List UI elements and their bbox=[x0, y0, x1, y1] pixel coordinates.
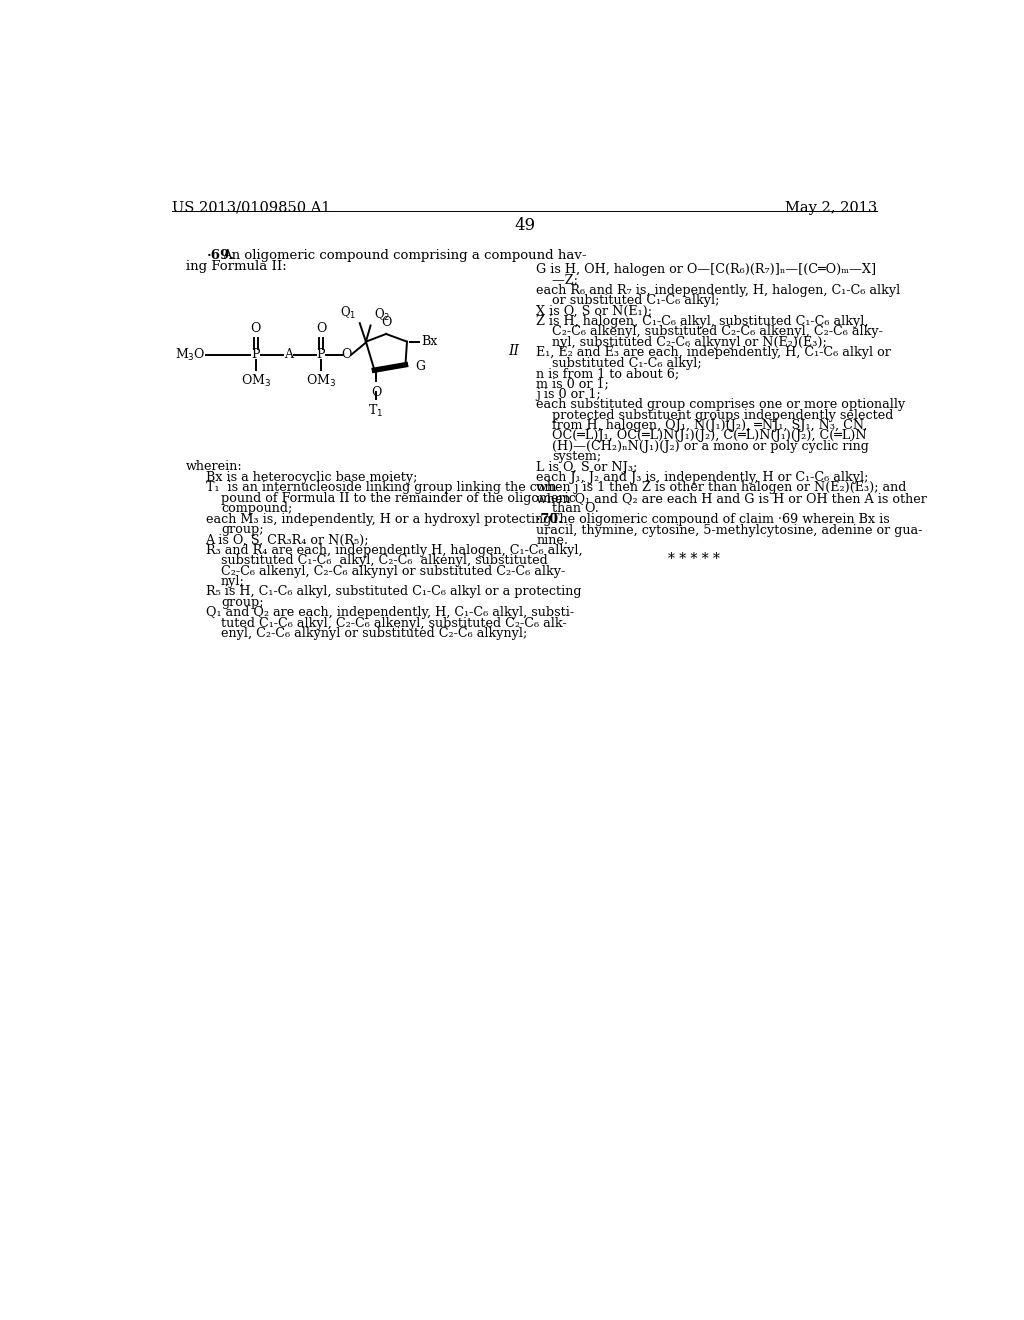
Text: II: II bbox=[508, 345, 519, 358]
Text: O: O bbox=[315, 322, 327, 335]
Text: Bx is a heterocyclic base moiety;: Bx is a heterocyclic base moiety; bbox=[206, 471, 417, 484]
Text: Bx: Bx bbox=[421, 335, 437, 348]
Text: * * * * *: * * * * * bbox=[668, 552, 720, 566]
Text: O: O bbox=[371, 385, 381, 399]
Text: P: P bbox=[252, 348, 260, 362]
Text: n is from 1 to about 6;: n is from 1 to about 6; bbox=[537, 367, 680, 380]
Text: uracil, thymine, cytosine, 5-methylcytosine, adenine or gua-: uracil, thymine, cytosine, 5-methylcytos… bbox=[537, 524, 923, 537]
Text: OM$_3$: OM$_3$ bbox=[241, 372, 271, 388]
Text: Q$_1$: Q$_1$ bbox=[340, 305, 356, 321]
Text: nyl;: nyl; bbox=[221, 576, 245, 587]
Text: nyl, substituted C₂-C₆ alkynyl or N(E₂)(E₃);: nyl, substituted C₂-C₆ alkynyl or N(E₂)(… bbox=[552, 335, 826, 348]
Text: Q₁ and Q₂ are each, independently, H, C₁-C₆ alkyl, substi-: Q₁ and Q₂ are each, independently, H, C₁… bbox=[206, 606, 573, 619]
Text: C₂-C₆ alkenyl, substituted C₂-C₆ alkenyl, C₂-C₆ alky-: C₂-C₆ alkenyl, substituted C₂-C₆ alkenyl… bbox=[552, 326, 883, 338]
Text: tuted C₁-C₆ alkyl, C₂-C₆ alkenyl, substituted C₂-C₆ alk-: tuted C₁-C₆ alkyl, C₂-C₆ alkenyl, substi… bbox=[221, 616, 566, 630]
Text: (H)—(CH₂)ₙN(J₁)(J₂) or a mono or poly cyclic ring: (H)—(CH₂)ₙN(J₁)(J₂) or a mono or poly cy… bbox=[552, 440, 868, 453]
Text: compound;: compound; bbox=[221, 502, 292, 515]
Text: each M₃ is, independently, H or a hydroxyl protecting: each M₃ is, independently, H or a hydrox… bbox=[206, 512, 551, 525]
Text: The oligomeric compound of claim ·69 wherein Bx is: The oligomeric compound of claim ·69 whe… bbox=[551, 513, 890, 527]
Text: US 2013/0109850 A1: US 2013/0109850 A1 bbox=[172, 201, 331, 215]
Text: A is O, S, CR₃R₄ or N(R₅);: A is O, S, CR₃R₄ or N(R₅); bbox=[206, 533, 369, 546]
Text: substituted C₁-C₆  alkyl, C₂-C₆  alkenyl, substituted: substituted C₁-C₆ alkyl, C₂-C₆ alkenyl, … bbox=[221, 554, 548, 568]
Text: An oligomeric compound comprising a compound hav-: An oligomeric compound comprising a comp… bbox=[222, 249, 587, 263]
Text: O: O bbox=[381, 315, 391, 329]
Text: protected substituent groups independently selected: protected substituent groups independent… bbox=[552, 409, 893, 421]
Text: group;: group; bbox=[221, 595, 263, 609]
Text: system;: system; bbox=[552, 450, 601, 463]
Text: X is O, S or N(E₁);: X is O, S or N(E₁); bbox=[537, 305, 652, 318]
Text: nine.: nine. bbox=[537, 535, 568, 548]
Text: each substituted group comprises one or more optionally: each substituted group comprises one or … bbox=[537, 399, 905, 412]
Text: L is O, S or NJ₃;: L is O, S or NJ₃; bbox=[537, 461, 638, 474]
Text: M$_3$O: M$_3$O bbox=[175, 347, 206, 363]
Text: Z is H, halogen, C₁-C₆ alkyl, substituted C₁-C₆ alkyl,: Z is H, halogen, C₁-C₆ alkyl, substitute… bbox=[537, 315, 869, 329]
Text: when Q₁ and Q₂ are each H and G is H or OH then A is other: when Q₁ and Q₂ are each H and G is H or … bbox=[537, 492, 928, 504]
Text: OM$_3$: OM$_3$ bbox=[306, 372, 336, 388]
Text: OC(═L)J₁, OC(═L)N(J₁)(J₂), C(═L)N(J₁)(J₂), C(═L)N: OC(═L)J₁, OC(═L)N(J₁)(J₂), C(═L)N(J₁)(J₂… bbox=[552, 429, 866, 442]
Text: 49: 49 bbox=[514, 216, 536, 234]
Text: enyl, C₂-C₆ alkynyl or substituted C₂-C₆ alkynyl;: enyl, C₂-C₆ alkynyl or substituted C₂-C₆… bbox=[221, 627, 527, 640]
Text: ⁣—Z;: ⁣—Z; bbox=[552, 273, 578, 286]
Text: from H, halogen, OJ₁, N(J₁)(J₂), ═NJ₁, SJ₁, N₃, CN,: from H, halogen, OJ₁, N(J₁)(J₂), ═NJ₁, S… bbox=[552, 418, 867, 432]
Text: O: O bbox=[251, 322, 261, 335]
Text: wherein:: wherein: bbox=[186, 461, 243, 474]
Text: May 2, 2013: May 2, 2013 bbox=[785, 201, 878, 215]
Text: or substituted C₁-C₆ alkyl;: or substituted C₁-C₆ alkyl; bbox=[552, 294, 719, 308]
Text: O: O bbox=[341, 348, 351, 362]
Text: G is H, OH, halogen or O—[C(R₆)(R₇)]ₙ—[(C═O)ₘ—X]: G is H, OH, halogen or O—[C(R₆)(R₇)]ₙ—[(… bbox=[537, 263, 877, 276]
Text: ·70.: ·70. bbox=[537, 513, 563, 527]
Text: than O.: than O. bbox=[552, 502, 599, 515]
Text: G: G bbox=[415, 360, 425, 372]
Text: when j is 1 then Z is other than halogen or N(E₂)(E₃); and: when j is 1 then Z is other than halogen… bbox=[537, 482, 907, 495]
Text: substituted C₁-C₆ alkyl;: substituted C₁-C₆ alkyl; bbox=[552, 356, 701, 370]
Text: T$_1$: T$_1$ bbox=[369, 403, 384, 418]
Text: ·69.: ·69. bbox=[207, 249, 236, 263]
Text: each R₆ and R₇ is, independently, H, halogen, C₁-C₆ alkyl: each R₆ and R₇ is, independently, H, hal… bbox=[537, 284, 901, 297]
Text: j is 0 or 1;: j is 0 or 1; bbox=[537, 388, 601, 401]
Text: A: A bbox=[284, 348, 293, 362]
Text: T₁  is an internucleoside linking group linking the com-: T₁ is an internucleoside linking group l… bbox=[206, 482, 560, 495]
Text: P: P bbox=[316, 348, 326, 362]
Text: C₂-C₆ alkenyl, C₂-C₆ alkynyl or substituted C₂-C₆ alky-: C₂-C₆ alkenyl, C₂-C₆ alkynyl or substitu… bbox=[221, 565, 565, 578]
Text: ing Formula II:: ing Formula II: bbox=[186, 260, 287, 273]
Text: E₁, E₂ and E₃ are each, independently, H, C₁-C₆ alkyl or: E₁, E₂ and E₃ are each, independently, H… bbox=[537, 346, 891, 359]
Text: Q$_2$: Q$_2$ bbox=[374, 308, 390, 323]
Text: m is 0 or 1;: m is 0 or 1; bbox=[537, 378, 609, 391]
Text: R₃ and R₄ are each, independently H, halogen, C₁-C₆ alkyl,: R₃ and R₄ are each, independently H, hal… bbox=[206, 544, 582, 557]
Text: each J₁, J₂ and J₃ is, independently, H or C₁-C₆ alkyl;: each J₁, J₂ and J₃ is, independently, H … bbox=[537, 471, 868, 484]
Text: R₅ is H, C₁-C₆ alkyl, substituted C₁-C₆ alkyl or a protecting: R₅ is H, C₁-C₆ alkyl, substituted C₁-C₆ … bbox=[206, 585, 581, 598]
Text: group;: group; bbox=[221, 523, 263, 536]
Text: pound of Formula II to the remainder of the oligomeric: pound of Formula II to the remainder of … bbox=[221, 492, 575, 504]
